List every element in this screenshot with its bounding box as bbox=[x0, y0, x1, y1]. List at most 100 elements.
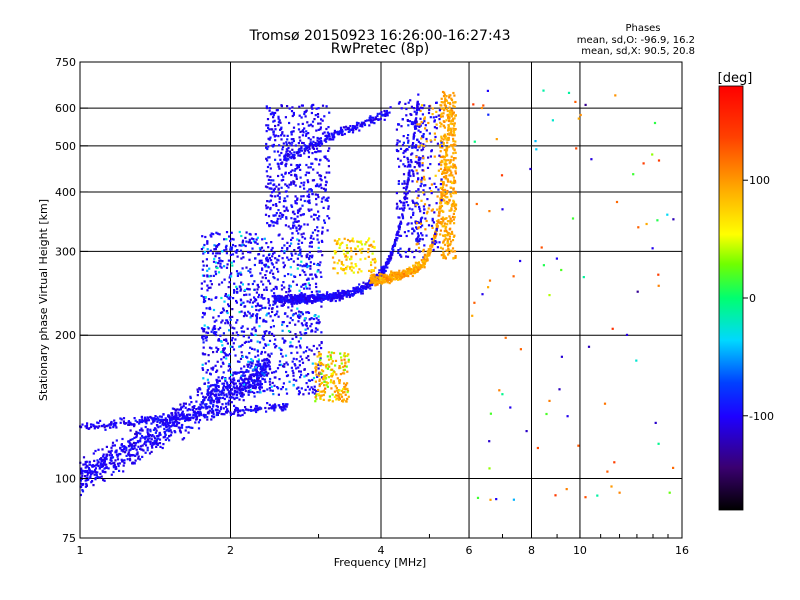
echo-point bbox=[316, 217, 319, 220]
echo-point bbox=[338, 367, 341, 370]
echo-point bbox=[280, 179, 283, 182]
echo-point bbox=[434, 234, 437, 237]
echo-point bbox=[291, 337, 294, 340]
echo-point bbox=[292, 260, 295, 263]
echo-point bbox=[251, 359, 254, 362]
echo-point bbox=[342, 391, 345, 394]
echo-point bbox=[218, 401, 221, 404]
echo-point bbox=[414, 261, 417, 264]
echo-point bbox=[452, 235, 455, 238]
echo-point bbox=[416, 105, 419, 109]
echo-point bbox=[276, 386, 279, 389]
echo-point bbox=[289, 266, 292, 269]
echo-point bbox=[248, 377, 251, 380]
echo-point bbox=[360, 292, 363, 295]
echo-point bbox=[143, 416, 147, 419]
echo-point bbox=[225, 238, 228, 241]
echo-point bbox=[215, 245, 218, 248]
echo-point bbox=[316, 375, 319, 378]
echo-point bbox=[310, 273, 313, 276]
echo-point bbox=[228, 353, 231, 356]
echo-point bbox=[423, 104, 426, 107]
echo-point bbox=[275, 312, 278, 316]
echo-point bbox=[206, 389, 209, 392]
echo-point bbox=[253, 348, 256, 351]
echo-point bbox=[281, 257, 284, 260]
echo-point bbox=[141, 448, 144, 451]
echo-point bbox=[343, 368, 346, 371]
echo-point bbox=[269, 194, 272, 197]
echo-point bbox=[346, 397, 349, 401]
echo-point bbox=[223, 347, 226, 350]
echo-point bbox=[93, 464, 96, 468]
echo-point bbox=[238, 230, 241, 234]
echo-point bbox=[207, 286, 210, 289]
echo-point bbox=[286, 325, 289, 328]
echo-point bbox=[309, 141, 312, 144]
echo-point bbox=[216, 397, 219, 400]
echo-point bbox=[406, 181, 409, 184]
echo-point bbox=[447, 159, 450, 162]
echo-point bbox=[321, 390, 324, 393]
echo-point bbox=[169, 418, 172, 421]
echo-point bbox=[178, 421, 181, 425]
echo-point bbox=[265, 270, 268, 273]
echo-point bbox=[433, 236, 436, 239]
echo-point bbox=[357, 122, 360, 125]
echo-point bbox=[93, 459, 96, 462]
echo-point bbox=[276, 278, 279, 281]
echo-point bbox=[295, 177, 298, 180]
echo-point bbox=[343, 352, 346, 355]
echo-point bbox=[300, 181, 303, 185]
echo-point bbox=[299, 130, 302, 133]
echo-point bbox=[363, 121, 366, 124]
echo-point bbox=[120, 418, 123, 421]
echo-point bbox=[327, 207, 330, 210]
echo-point bbox=[320, 369, 324, 372]
echo-point bbox=[261, 268, 264, 271]
echo-point bbox=[233, 379, 236, 382]
echo-point bbox=[285, 374, 289, 378]
echo-point bbox=[322, 377, 326, 380]
echo-point bbox=[115, 439, 118, 442]
echo-point bbox=[205, 336, 208, 339]
echo-point bbox=[228, 235, 231, 238]
echo-point bbox=[450, 207, 453, 210]
echo-point bbox=[303, 223, 306, 226]
echo-point bbox=[414, 270, 417, 273]
echo-point bbox=[280, 134, 283, 137]
echo-point bbox=[186, 409, 189, 412]
echo-point bbox=[280, 173, 283, 176]
echo-point bbox=[448, 111, 451, 114]
echo-point bbox=[452, 200, 456, 203]
echo-point bbox=[129, 422, 132, 425]
echo-point bbox=[404, 271, 407, 274]
echo-point bbox=[209, 400, 212, 403]
echo-point bbox=[411, 250, 414, 254]
echo-point bbox=[380, 113, 383, 116]
echo-point bbox=[217, 411, 220, 414]
echo-point bbox=[319, 128, 322, 131]
echo-point bbox=[368, 283, 371, 286]
echo-point bbox=[446, 141, 449, 144]
echo-point bbox=[213, 248, 216, 251]
echo-point bbox=[324, 176, 327, 179]
echo-point bbox=[148, 437, 151, 440]
echo-point bbox=[449, 220, 452, 223]
echo-point bbox=[411, 274, 414, 278]
echo-point bbox=[206, 331, 210, 334]
echo-point bbox=[203, 250, 206, 254]
echo-point bbox=[244, 382, 247, 385]
echo-point bbox=[415, 127, 418, 130]
echo-point bbox=[410, 161, 413, 164]
echo-point bbox=[271, 295, 274, 298]
echo-point bbox=[453, 179, 457, 183]
echo-point bbox=[302, 296, 306, 299]
echo-point bbox=[451, 232, 454, 235]
echo-point bbox=[396, 232, 399, 235]
echo-point bbox=[412, 133, 415, 136]
echo-point bbox=[211, 415, 214, 418]
echo-point bbox=[447, 136, 450, 139]
echo-point bbox=[239, 303, 243, 306]
echo-point bbox=[168, 421, 172, 424]
